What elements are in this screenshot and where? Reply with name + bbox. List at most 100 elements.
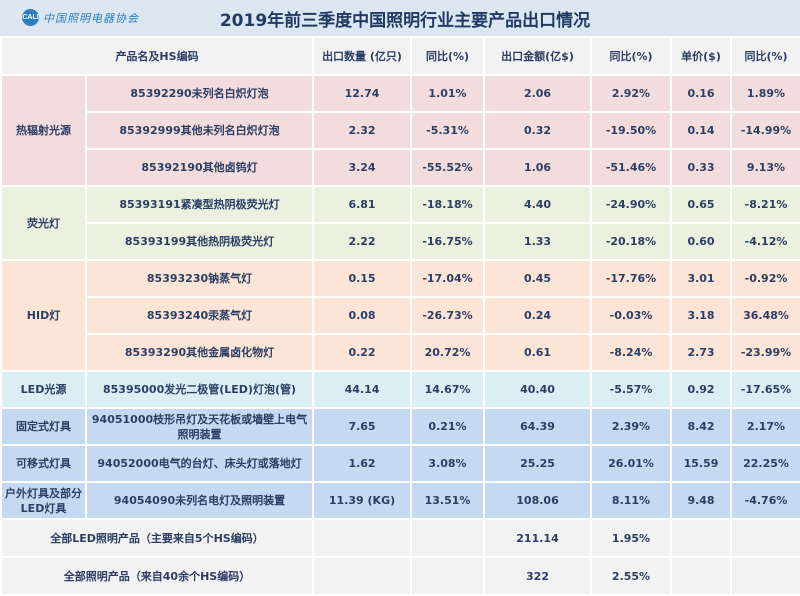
category-cell: LED光源 [0,370,87,409]
col-header-qty: 出口数量 (亿只) [312,36,413,76]
price-cell: 9.48 [670,481,733,520]
price-yoy-cell: 22.25% [730,444,800,483]
qty-yoy-cell: -17.04% [410,259,486,298]
value-cell: 64.39 [483,407,593,446]
col-header-product: 产品名及HS编码 [0,36,315,76]
value-yoy-cell: -8.24% [590,333,673,372]
qty-yoy-cell: -26.73% [410,296,486,335]
table-row: 85393290其他金属卤化物灯 0.22 20.72% 0.61 -8.24%… [1,333,800,372]
value-yoy-cell: -24.90% [590,185,673,224]
col-header-value: 出口金额(亿$) [483,36,593,76]
value-cell: 0.32 [483,111,593,150]
total-value-yoy: 2.55% [590,556,673,596]
price-cell: 0.33 [670,148,733,187]
value-yoy-cell: -0.03% [590,296,673,335]
qty-cell: 0.08 [312,296,413,335]
category-cell: 可移式灯具 [0,444,87,483]
empty-cell [670,556,733,596]
product-cell: 85392999其他未列名白炽灯泡 [84,111,315,150]
table-row: 户外灯具及部分LED灯具 94054090未列名电灯及照明装置 11.39 (K… [0,481,800,520]
value-yoy-cell: 2.92% [590,74,673,113]
value-yoy-cell: -20.18% [590,222,673,261]
category-cell: 固定式灯具 [0,407,87,446]
price-yoy-cell: -0.92% [730,259,800,298]
price-yoy-cell: -4.12% [730,222,800,261]
qty-cell: 1.62 [312,444,413,483]
value-yoy-cell: 26.01% [590,444,673,483]
price-yoy-cell: 36.48% [730,296,800,335]
price-yoy-cell: 2.17% [730,407,800,446]
price-cell: 8.42 [670,407,733,446]
table-row: 85392999其他未列名白炽灯泡 2.32 -5.31% 0.32 -19.5… [1,111,800,150]
price-cell: 0.14 [670,111,733,150]
value-cell: 2.06 [483,74,593,113]
qty-cell: 11.39 (KG) [312,481,413,520]
total-row: 全部LED照明产品（主要来自5个HS编码） 211.14 1.95% [0,518,800,558]
qty-yoy-cell: 3.08% [410,444,486,483]
price-cell: 0.65 [670,185,733,224]
qty-cell: 44.14 [312,370,413,409]
export-table: 产品名及HS编码 出口数量 (亿只) 同比(%) 出口金额(亿$) 同比(%) … [0,36,800,596]
qty-cell: 6.81 [312,185,413,224]
value-yoy-cell: -17.76% [590,259,673,298]
qty-yoy-cell: -18.18% [410,185,486,224]
product-cell: 85393191紧凑型热阴极荧光灯 [84,185,315,224]
category-cell: 荧光灯 [0,185,87,261]
value-cell: 0.24 [483,296,593,335]
table-row: LED光源 85395000发光二极管(LED)灯泡(管) 44.14 14.6… [0,370,800,409]
association-logo: CALI 中国照明电器协会 [22,9,139,26]
empty-cell [410,556,486,596]
qty-cell: 0.22 [312,333,413,372]
col-header-price: 单价($) [670,36,733,76]
col-header-value-yoy: 同比(%) [590,36,673,76]
value-yoy-cell: -5.57% [590,370,673,409]
total-label: 全部照明产品（来自40余个HS编码） [0,556,315,596]
price-cell: 0.92 [670,370,733,409]
qty-cell: 0.15 [312,259,413,298]
qty-yoy-cell: -5.31% [410,111,486,150]
qty-yoy-cell: -16.75% [410,222,486,261]
product-cell: 85392190其他卤钨灯 [84,148,315,187]
price-yoy-cell: -17.65% [730,370,800,409]
total-row: 全部照明产品（来自40余个HS编码） 322 2.55% [0,556,800,596]
category-cell: 户外灯具及部分LED灯具 [0,481,87,520]
price-cell: 0.60 [670,222,733,261]
table-row: HID灯 85393230钠蒸气灯 0.15 -17.04% 0.45 -17.… [0,259,800,372]
value-yoy-cell: -19.50% [590,111,673,150]
empty-cell [410,518,486,558]
empty-cell [730,556,800,596]
category-cell: HID灯 [0,259,87,372]
value-cell: 0.61 [483,333,593,372]
product-cell: 94054090未列名电灯及照明装置 [84,481,315,520]
price-cell: 0.16 [670,74,733,113]
table-row: 85393240汞蒸气灯 0.08 -26.73% 0.24 -0.03% 3.… [1,296,800,335]
price-cell: 2.73 [670,333,733,372]
col-header-price-yoy: 同比(%) [730,36,800,76]
value-cell: 25.25 [483,444,593,483]
table-row: 荧光灯 85393191紧凑型热阴极荧光灯 6.81 -18.18% 4.40 … [0,185,800,261]
empty-cell [312,556,413,596]
empty-cell [670,518,733,558]
qty-cell: 3.24 [312,148,413,187]
price-yoy-cell: -23.99% [730,333,800,372]
value-yoy-cell: 8.11% [590,481,673,520]
value-cell: 4.40 [483,185,593,224]
product-cell: 85393290其他金属卤化物灯 [84,333,315,372]
total-value: 211.14 [483,518,593,558]
table-row: 热辐射光源 85392290未列名白炽灯泡 12.74 1.01% 2.06 2… [0,74,800,187]
table-header: 产品名及HS编码 出口数量 (亿只) 同比(%) 出口金额(亿$) 同比(%) … [0,36,800,76]
product-cell: 85393199其他热阴极荧光灯 [84,222,315,261]
logo-text: 中国照明电器协会 [43,11,139,25]
table-row: 固定式灯具 94051000枝形吊灯及天花板或墙壁上电气照明装置 7.65 0.… [0,407,800,446]
value-yoy-cell: 2.39% [590,407,673,446]
qty-cell: 2.32 [312,111,413,150]
value-cell: 1.33 [483,222,593,261]
table-row: 85393199其他热阴极荧光灯 2.22 -16.75% 1.33 -20.1… [1,222,800,261]
product-cell: 85393230钠蒸气灯 [84,259,315,298]
product-cell: 94051000枝形吊灯及天花板或墙壁上电气照明装置 [84,407,315,446]
table-row: 85392190其他卤钨灯 3.24 -55.52% 1.06 -51.46% … [1,148,800,187]
qty-yoy-cell: 14.67% [410,370,486,409]
price-yoy-cell: -14.99% [730,111,800,150]
price-yoy-cell: -8.21% [730,185,800,224]
product-cell: 85395000发光二极管(LED)灯泡(管) [84,370,315,409]
